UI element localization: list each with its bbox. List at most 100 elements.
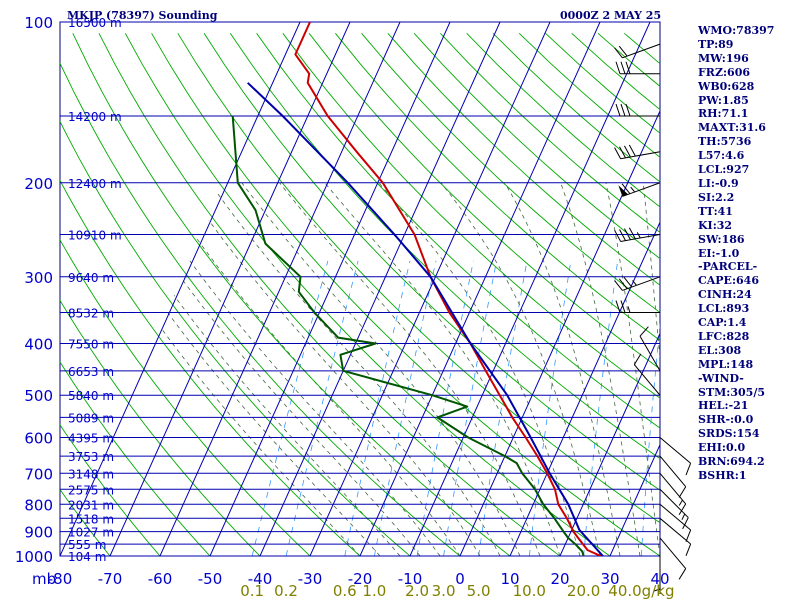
sounding-index-item: CAPE:646: [698, 274, 759, 288]
dry-adiabat: [60, 120, 411, 556]
temperature-tick-label: 0: [455, 570, 465, 588]
isotherm--80: [60, 22, 301, 556]
wind-barb: [614, 43, 661, 59]
wind-barb-shaft: [659, 488, 689, 518]
sounding-traces: [231, 22, 605, 556]
sounding-title: MKJP (78397) Sounding: [67, 9, 218, 22]
sounding-index-item: TP:89: [698, 37, 734, 51]
wind-barb: [639, 326, 661, 372]
dry-adiabat: [60, 239, 311, 556]
isotherm--20: [359, 22, 601, 556]
dry-adiabat: [60, 424, 161, 556]
wind-barb-flag: [619, 146, 626, 159]
wind-barb: [659, 455, 687, 498]
height-label: 2031 m: [68, 498, 114, 512]
wind-barb-flag: [614, 47, 623, 59]
wind-barb-flag: [620, 61, 626, 74]
sounding-index-item: CAP:1.4: [698, 316, 747, 330]
height-label: 5840 m: [68, 389, 114, 403]
isotherm--10: [409, 22, 651, 556]
pressure-tick-label: 300: [24, 269, 53, 287]
sounding-index-item: LFC:828: [698, 329, 750, 343]
wind-barb-flag: [614, 230, 622, 242]
dry-adiabat: [282, 33, 660, 399]
temperature-trace: [294, 22, 604, 556]
wind-barb-flag: [618, 45, 628, 57]
height-labels: 16500 m 14200 m 12400 m 10910 m 9640 m 8532 m…: [68, 16, 122, 564]
sounding-index-item: L57:4.6: [698, 149, 745, 163]
dry-adiabat: [60, 179, 361, 556]
wind-barb-flag: [623, 228, 631, 240]
wind-barb-shaft: [659, 503, 691, 531]
moist-adiabat: [208, 219, 481, 556]
wind-barb-flag: [685, 463, 692, 476]
wind-barb-pennant: [618, 185, 629, 197]
height-label: 2575 m: [68, 483, 114, 497]
wind-barb-half-flag: [678, 499, 683, 506]
temperature-tick-label: 20: [550, 570, 569, 588]
sounding-indices-list: WMO:78397 TP:89 MW:196 FRZ:606 WB0:628 PW:1.8…: [698, 24, 774, 483]
sounding-index-item: SW:186: [698, 232, 745, 246]
mixing-ratio-label: 40.0g/kg: [608, 582, 674, 600]
dry-adiabat: [256, 33, 660, 429]
wind-barb-shaft: [659, 437, 691, 464]
moist-adiabat: [605, 182, 660, 556]
height-label: 555 m: [68, 538, 106, 552]
height-label: 12400 m: [68, 177, 122, 191]
wind-barb-half-flag: [627, 306, 631, 313]
wind-barb-flag: [639, 326, 649, 337]
moist-adiabat: [279, 182, 541, 556]
isotherm-lines: [60, 22, 660, 556]
moist-adiabat: [182, 280, 421, 556]
isotherm--30: [309, 22, 551, 556]
temperature-tick-label: -70: [98, 570, 123, 588]
wind-barb-flag: [614, 147, 622, 159]
wind-barb-flag: [620, 300, 626, 313]
wind-barb-half-flag: [636, 232, 641, 239]
wind-barb-half-flag: [681, 513, 686, 520]
wind-barb: [614, 276, 661, 291]
wind-barb: [659, 437, 692, 476]
pressure-tick-label: 600: [24, 430, 53, 448]
wind-barb-flag: [685, 529, 692, 542]
sounding-index-item: EI:-1.0: [698, 246, 740, 260]
isotherm--50: [209, 22, 451, 556]
sounding-index-item: CINH:24: [698, 288, 752, 302]
pressure-tick-label: 200: [24, 175, 53, 193]
wind-barb-half-flag: [632, 280, 637, 286]
pressure-tick-label: 400: [24, 336, 53, 354]
sounding-index-item: LCL:893: [698, 302, 750, 316]
wind-barb: [615, 61, 660, 75]
sounding-index-item: EHI:0.0: [698, 441, 746, 455]
wind-barb-flag: [614, 280, 623, 291]
height-label: 1027 m: [68, 526, 114, 540]
mixing-ratio-label: 0.6: [333, 582, 357, 600]
sounding-index-item: KI:32: [698, 218, 733, 232]
dry-adiabat: [60, 555, 61, 556]
moist-adiabat: [378, 182, 581, 556]
wind-barb: [633, 353, 661, 396]
moist-adiabat: [189, 260, 441, 556]
mixing-ratio-label: 3.0: [432, 582, 456, 600]
dry-adiabat: [98, 33, 561, 556]
mixing-ratio-line: [285, 260, 359, 556]
wind-barb: [614, 227, 661, 242]
sounding-index-item: LCL:927: [698, 163, 750, 177]
isotherm--70: [109, 22, 351, 556]
height-label: 16500 m: [68, 16, 122, 30]
moist-adiabat: [173, 295, 401, 556]
wind-barb: [659, 537, 687, 580]
dry-adiabat: [335, 33, 660, 341]
dry-adiabat: [308, 33, 660, 370]
sounding-index-item: SRDS:154: [698, 427, 760, 441]
moist-adiabat: [241, 182, 521, 556]
wind-barb: [618, 182, 661, 197]
wind-barb: [659, 472, 687, 515]
wind-barb-flag: [615, 103, 621, 117]
dry-adiabat: [413, 32, 660, 260]
wind-barb-shaft: [659, 472, 687, 505]
height-label: 3148 m: [68, 467, 114, 481]
mixing-ratio-line: [528, 260, 572, 556]
mixing-ratio-line: [583, 260, 619, 556]
wind-barb-flag: [678, 568, 687, 580]
